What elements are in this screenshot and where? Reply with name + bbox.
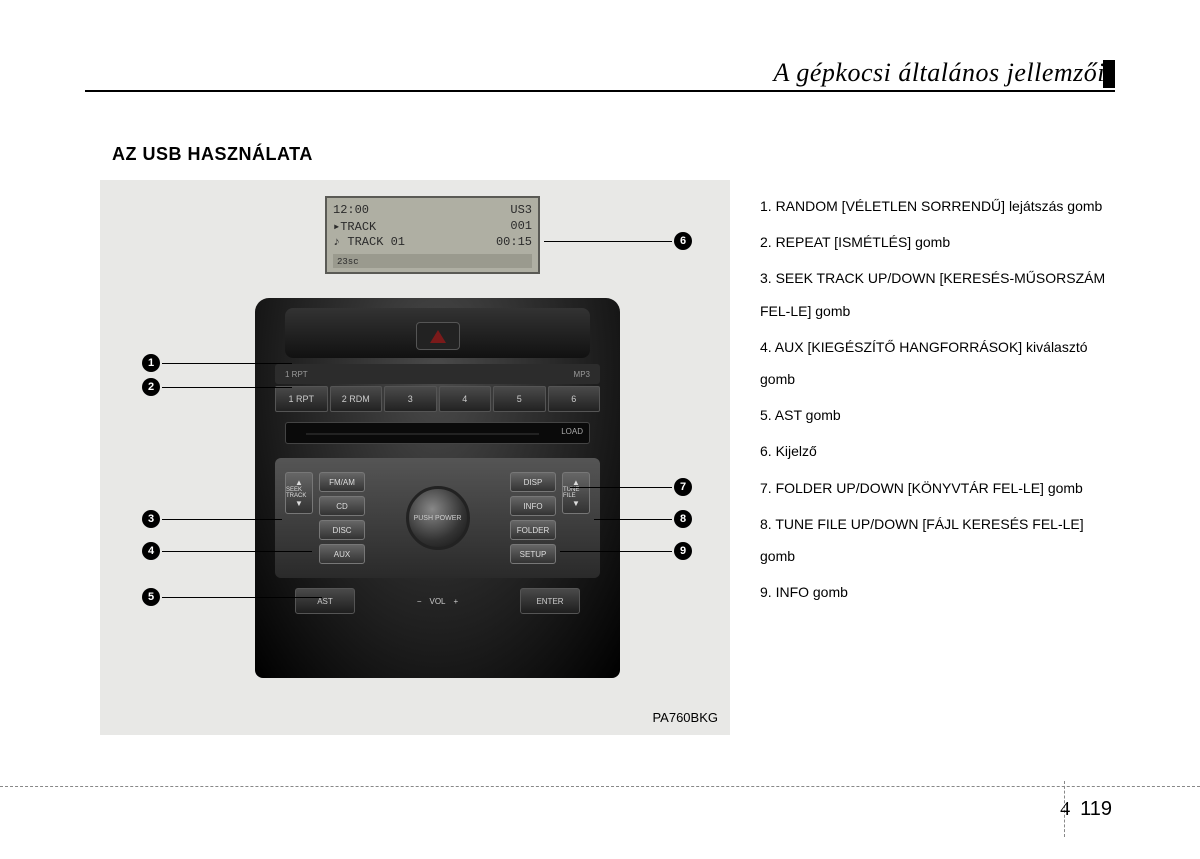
callout-line-5 bbox=[162, 597, 322, 598]
preset-3[interactable]: 3 bbox=[384, 386, 437, 412]
list-item: 8. TUNE FILE UP/DOWN [FÁJL KERESÉS FEL-L… bbox=[760, 508, 1115, 572]
header-rule bbox=[85, 90, 1115, 92]
callout-2: 2 bbox=[142, 378, 160, 396]
page: A gépkocsi általános jellemzői AZ USB HA… bbox=[0, 0, 1200, 859]
lcd-sec: 23sc bbox=[333, 257, 359, 267]
cd-line bbox=[306, 433, 539, 435]
knob-label: PUSH POWER bbox=[414, 515, 462, 522]
vol-control[interactable]: −VOL+ bbox=[388, 588, 488, 614]
lcd-track-label: ▸TRACK bbox=[333, 219, 376, 234]
chapter-number: 4 bbox=[1060, 798, 1070, 821]
footer-dashed-line bbox=[0, 786, 1200, 787]
strip-left: 1 RPT bbox=[285, 370, 308, 379]
lcd-time: 12:00 bbox=[333, 203, 369, 217]
bottom-row: AST −VOL+ ENTER bbox=[295, 588, 580, 614]
callout-3: 3 bbox=[142, 510, 160, 528]
callout-line-2 bbox=[162, 387, 292, 388]
header-title: A gépkocsi általános jellemzői bbox=[773, 58, 1105, 88]
ast-button[interactable]: AST bbox=[295, 588, 355, 614]
vol-label: VOL bbox=[429, 597, 445, 606]
cd-slot[interactable]: LOAD bbox=[285, 422, 590, 444]
disp-button[interactable]: DISP bbox=[510, 472, 556, 492]
callout-line-3 bbox=[162, 519, 282, 520]
preset-4[interactable]: 4 bbox=[439, 386, 492, 412]
callout-line-7 bbox=[570, 487, 672, 488]
disc-button[interactable]: DISC bbox=[319, 520, 365, 540]
callout-line-6 bbox=[544, 241, 672, 242]
list-item: 2. REPEAT [ISMÉTLÉS] gomb bbox=[760, 226, 1115, 258]
list-item: 3. SEEK TRACK UP/DOWN [KERESÉS-MŰSORSZÁM… bbox=[760, 262, 1115, 326]
list-item: 9. INFO gomb bbox=[760, 576, 1115, 608]
list-item: 4. AUX [KIEGÉSZÍTŐ HANGFORRÁSOK] kiválas… bbox=[760, 331, 1115, 395]
preset-row: 1 RPT 2 RDM 3 4 5 6 bbox=[275, 386, 600, 412]
fmam-button[interactable]: FM/AM bbox=[319, 472, 365, 492]
list-item: 5. AST gomb bbox=[760, 399, 1115, 431]
preset-1[interactable]: 1 RPT bbox=[275, 386, 328, 412]
load-label: LOAD bbox=[561, 427, 583, 436]
lcd-mode: US3 bbox=[510, 203, 532, 217]
hazard-button[interactable] bbox=[416, 322, 460, 350]
lcd-row-2: ▸TRACK 001 bbox=[333, 218, 532, 234]
callout-6: 6 bbox=[674, 232, 692, 250]
callout-7: 7 bbox=[674, 478, 692, 496]
lcd-track2: ♪ TRACK 01 bbox=[333, 235, 405, 249]
label-strip: 1 RPT MP3 bbox=[275, 364, 600, 384]
preset-2[interactable]: 2 RDM bbox=[330, 386, 383, 412]
setup-button[interactable]: SETUP bbox=[510, 544, 556, 564]
callout-4: 4 bbox=[142, 542, 160, 560]
lcd-row-1: 12:00 US3 bbox=[333, 202, 532, 218]
control-panel: ▲SEEK TRACK▼ FM/AM CD DISC AUX PUSH POWE… bbox=[275, 458, 600, 578]
preset-6[interactable]: 6 bbox=[548, 386, 601, 412]
callout-1: 1 bbox=[142, 354, 160, 372]
callout-line-9 bbox=[560, 551, 672, 552]
lcd-status-bar: 23sc bbox=[333, 254, 532, 268]
list-item: 1. RANDOM [VÉLETLEN SORRENDŰ] lejátszás … bbox=[760, 190, 1115, 222]
cd-button[interactable]: CD bbox=[319, 496, 365, 516]
tune-file-button[interactable]: ▲TUNE FILE▼ bbox=[562, 472, 590, 514]
callout-5: 5 bbox=[142, 588, 160, 606]
folder-button[interactable]: FOLDER bbox=[510, 520, 556, 540]
figure-code: PA760BKG bbox=[652, 710, 718, 725]
hazard-icon bbox=[430, 330, 446, 343]
content-area: AZ USB HASZNÁLATA 12:00 US3 ▸TRACK 001 ♪… bbox=[100, 130, 1115, 749]
callout-line-8 bbox=[594, 519, 672, 520]
seek-track-button[interactable]: ▲SEEK TRACK▼ bbox=[285, 472, 313, 514]
callout-line-4 bbox=[162, 551, 312, 552]
callout-9: 9 bbox=[674, 542, 692, 560]
callout-line-1 bbox=[162, 363, 292, 364]
seek-label: SEEK TRACK bbox=[286, 487, 312, 499]
lcd-track-num: 001 bbox=[510, 219, 532, 233]
list-item: 7. FOLDER UP/DOWN [KÖNYVTÁR FEL-LE] gomb bbox=[760, 472, 1115, 504]
info-button[interactable]: INFO bbox=[510, 496, 556, 516]
section-title: AZ USB HASZNÁLATA bbox=[112, 144, 313, 165]
panel-grid: ▲SEEK TRACK▼ FM/AM CD DISC AUX PUSH POWE… bbox=[283, 466, 592, 570]
tune-label: TUNE FILE bbox=[563, 487, 589, 499]
top-bezel bbox=[285, 308, 590, 358]
figure-box: 12:00 US3 ▸TRACK 001 ♪ TRACK 01 00:15 23… bbox=[100, 180, 730, 735]
preset-5[interactable]: 5 bbox=[493, 386, 546, 412]
lcd-row-3: ♪ TRACK 01 00:15 bbox=[333, 234, 532, 250]
page-number: 119 bbox=[1080, 798, 1112, 821]
aux-button[interactable]: AUX bbox=[319, 544, 365, 564]
lcd-display: 12:00 US3 ▸TRACK 001 ♪ TRACK 01 00:15 23… bbox=[325, 196, 540, 274]
header-ornament bbox=[1103, 60, 1115, 88]
list-item: 6. Kijelző bbox=[760, 435, 1115, 467]
callout-8: 8 bbox=[674, 510, 692, 528]
radio-body: 1 RPT MP3 1 RPT 2 RDM 3 4 5 6 LOAD bbox=[255, 298, 620, 678]
enter-button[interactable]: ENTER bbox=[520, 588, 580, 614]
power-knob[interactable]: PUSH POWER bbox=[406, 486, 470, 550]
description-list: 1. RANDOM [VÉLETLEN SORRENDŰ] lejátszás … bbox=[760, 190, 1115, 612]
lcd-time2: 00:15 bbox=[496, 235, 532, 249]
strip-right: MP3 bbox=[574, 370, 590, 379]
footer-page-number: 4 119 bbox=[1060, 798, 1112, 821]
